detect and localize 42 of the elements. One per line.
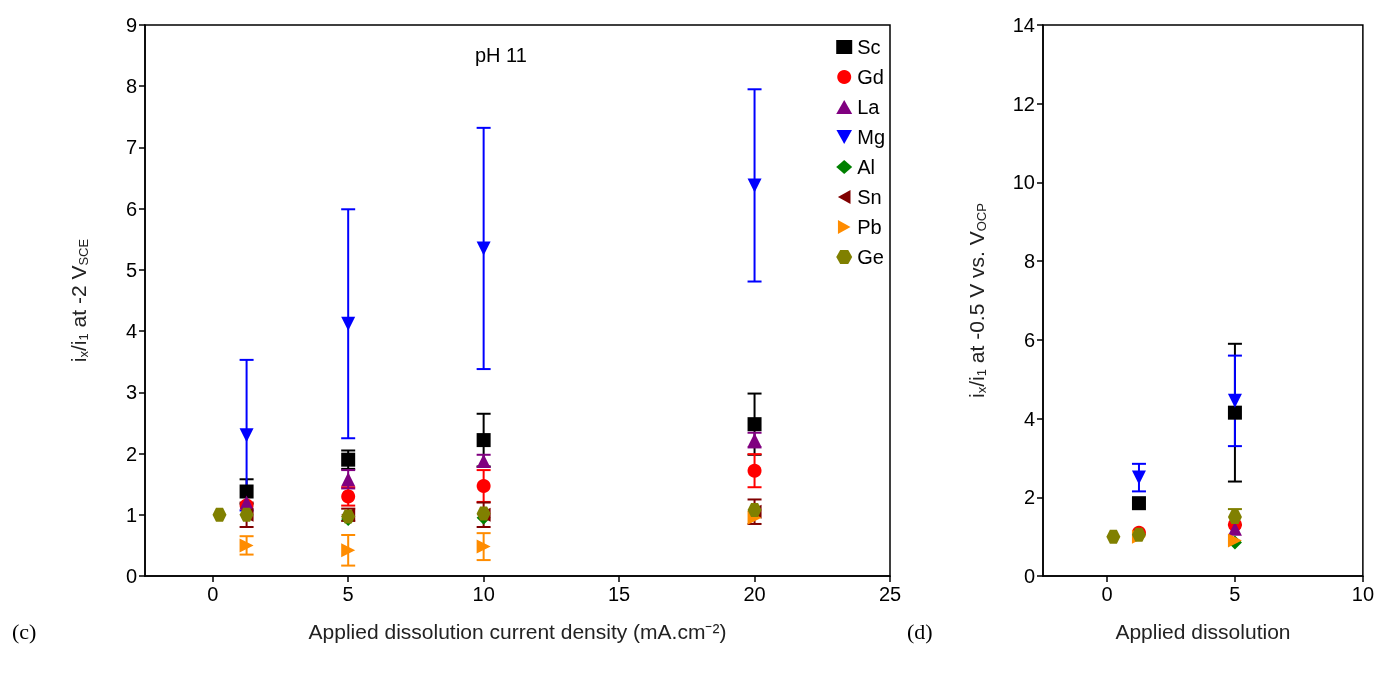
legend-label: Pb: [857, 216, 882, 238]
x-tick-label: 15: [607, 583, 631, 605]
x-tick-label: 10: [1351, 583, 1374, 605]
y-tick-label: 14: [1012, 14, 1035, 36]
y-tick-label: 0: [1023, 565, 1035, 587]
x-tick-label: 0: [207, 583, 219, 605]
legend-label: Ge: [857, 246, 884, 268]
y-tick-label: 9: [125, 14, 137, 36]
legend-label: La: [857, 96, 881, 118]
y-tick-label: 4: [125, 320, 137, 343]
legend-label: Al: [857, 156, 876, 178]
x-axis-title: Applied dissolution: [1115, 620, 1291, 643]
y-tick-label: 3: [125, 381, 137, 404]
y-axis-title: ix/i1 at -2 VSCE: [67, 238, 91, 363]
x-tick-label: 5: [342, 583, 354, 605]
text: (c): [12, 618, 37, 644]
x-axis-title: Applied dissolution current density (mA.cm⁻²): [308, 620, 727, 643]
x-tick-label: 5: [1229, 583, 1241, 605]
x-tick-label: 20: [743, 583, 766, 605]
x-tick-label: 0: [1101, 583, 1113, 605]
legend-label: Sn: [857, 186, 882, 208]
x-tick-label: 10: [472, 583, 495, 605]
x-tick-label: 25: [878, 583, 902, 605]
y-tick-label: 10: [1012, 171, 1035, 194]
annotation: pH 11: [475, 44, 527, 66]
y-tick-label: 12: [1012, 92, 1035, 115]
y-tick-label: 5: [125, 258, 137, 281]
y-tick-label: 0: [125, 565, 137, 587]
y-tick-label: 2: [125, 442, 137, 465]
y-tick-label: 8: [125, 75, 137, 98]
legend-label: Mg: [857, 126, 886, 148]
y-tick-label: 8: [1023, 250, 1035, 273]
y-tick-label: 2: [1023, 486, 1035, 509]
y-tick-label: 4: [1023, 407, 1035, 430]
text: (d): [907, 618, 933, 644]
y-tick-label: 6: [1023, 328, 1035, 351]
legend-label: Gd: [857, 66, 884, 88]
y-axis-title: ix/i1 at -0.5 V vs. VOCP: [965, 203, 989, 398]
y-tick-label: 6: [125, 197, 137, 220]
y-tick-label: 1: [125, 503, 137, 526]
y-tick-label: 7: [125, 136, 137, 159]
legend-label: Sc: [857, 36, 881, 58]
